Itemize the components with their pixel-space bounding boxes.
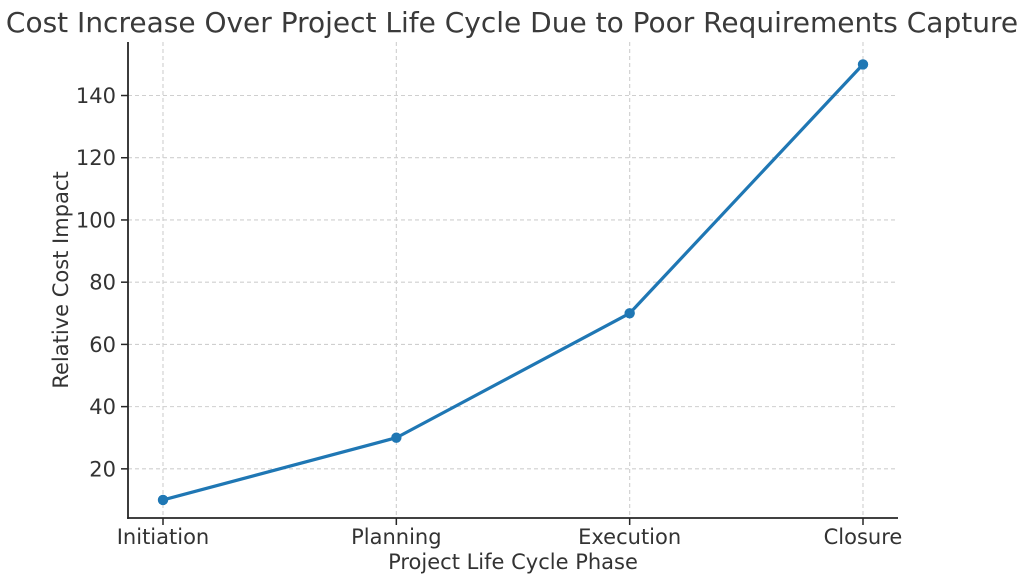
data-line [161,62,865,502]
y-tick-label: 120 [76,146,116,170]
y-tick-label: 100 [76,208,116,232]
chart-title: Cost Increase Over Project Life Cycle Du… [5,6,1019,39]
x-tick-label: Closure [824,525,903,549]
x-tick-label: Planning [351,525,441,549]
data-point [391,432,402,443]
y-tick-label: 60 [89,333,116,357]
x-tick-label: Execution [578,525,681,549]
data-point [157,494,169,506]
y-tick-label: 40 [89,395,116,419]
y-tick-label: 80 [89,271,116,295]
data-point [857,59,869,70]
y-tick-label: 140 [76,84,116,108]
data-point [624,308,635,319]
y-axis-label: Relative Cost Impact [49,171,73,388]
x-axis-label: Project Life Cycle Phase [388,550,638,574]
y-tick-label: 20 [89,457,116,481]
x-tick-label: Initiation [117,525,210,549]
